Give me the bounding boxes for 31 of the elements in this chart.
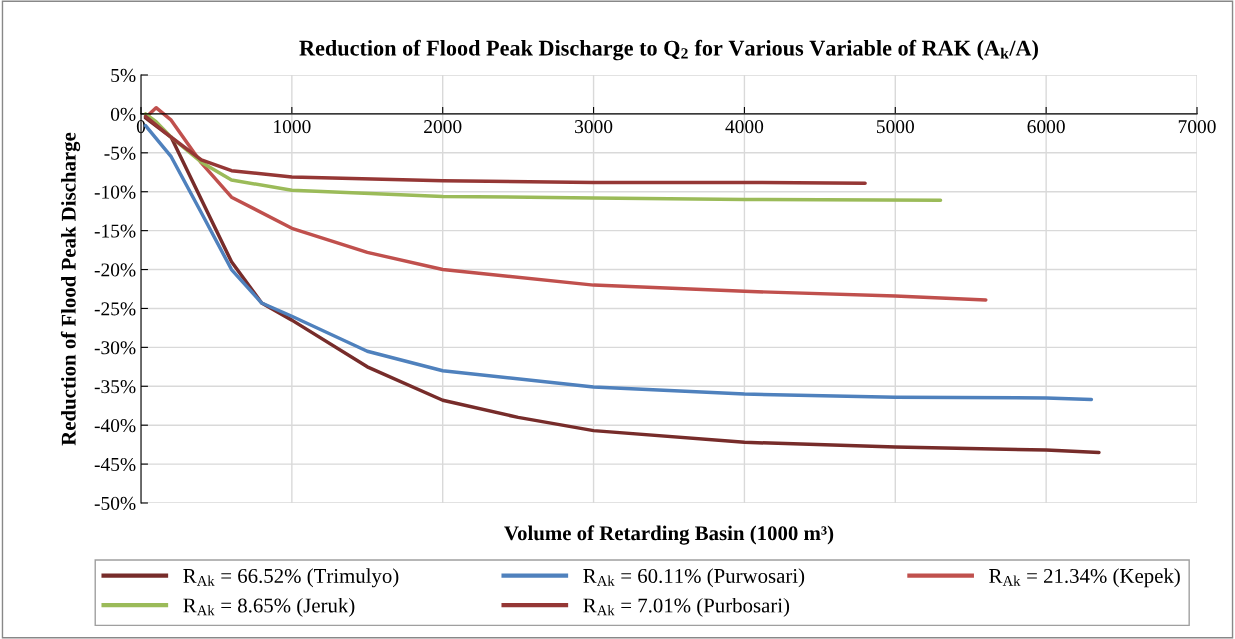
y-tick-label: 0% (110, 107, 136, 121)
line-series (143, 114, 867, 185)
legend-label: R$_{Ak}$ = 60.11% (Purwosari) (583, 568, 805, 588)
y-tick-label: -5% (104, 146, 136, 160)
y-tick-label: 5% (111, 68, 136, 82)
legend-label: R$_{Ak}$ = 7.01% (Purbosari) (583, 597, 790, 617)
x-tick-label: 5000 (876, 120, 914, 134)
chart-title: Reduction of Flood Peak Discharge to Q$_{2}$ for Various Variable of RAK (A$_{k}$/A) (299, 39, 1038, 61)
y-tick-label: -30% (94, 341, 136, 355)
x-tick-label: 4000 (725, 120, 764, 134)
x-tick-label: 6000 (1027, 120, 1065, 134)
x-axis-title: Volume of Retarding Basin (1000 m³) (504, 525, 834, 545)
legend-label: R$_{Ak}$ = 8.65% (Jeruk) (183, 597, 355, 617)
y-tick-label: -35% (94, 380, 136, 394)
x-tick-label: 1000 (274, 120, 311, 134)
y-tick-label: -25% (94, 302, 136, 316)
legend-label: R$_{Ak}$ = 66.52% (Trimulyo) (183, 568, 399, 588)
line-series (143, 116, 1101, 455)
x-tick-label: 7000 (1178, 120, 1216, 134)
legend-label: R$_{Ak}$ = 21.34% (Kepek) (989, 568, 1180, 588)
line-series (143, 112, 943, 203)
y-axis-title: Reduction of Flood Peak Discharge (60, 132, 81, 446)
y-tick-label: -15% (94, 224, 136, 238)
y-tick-label: -50% (94, 496, 136, 510)
y-tick-label: -45% (94, 457, 136, 472)
x-tick-label: 3000 (575, 120, 613, 134)
y-tick-label: -10% (94, 185, 136, 199)
y-tick-label: -20% (94, 263, 136, 277)
line-series (145, 105, 988, 302)
x-tick-label: 2000 (424, 120, 462, 134)
y-tick-label: -40% (94, 419, 136, 433)
